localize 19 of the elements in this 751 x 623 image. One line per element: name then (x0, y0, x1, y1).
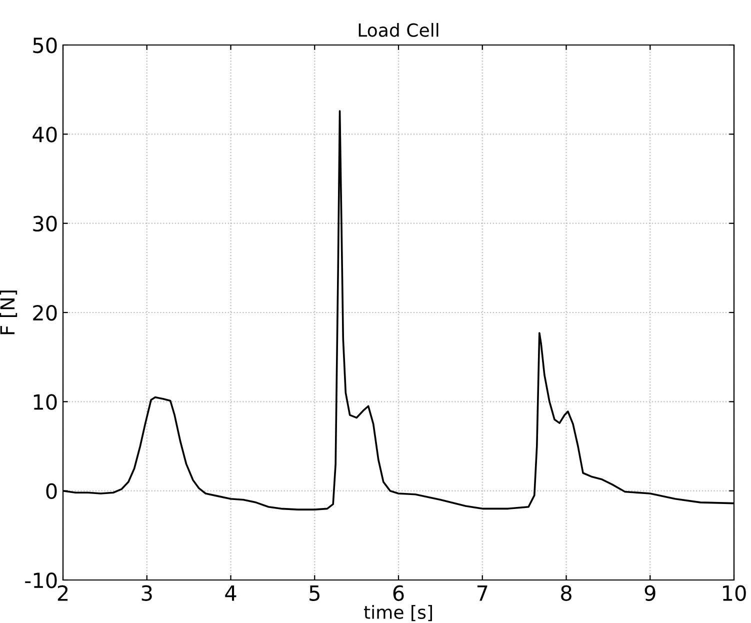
y-axis-title: F [N] (0, 290, 18, 334)
y-tick-label: -10 (25, 572, 57, 588)
y-tick-label: 0 (46, 483, 57, 500)
x-tick-label: 6 (393, 585, 404, 601)
x-tick-label: 2 (58, 585, 68, 601)
x-tick-label: 7 (477, 586, 488, 601)
x-tick-label: 9 (644, 585, 656, 601)
y-tick-label: 10 (34, 394, 57, 410)
y-tick-label: 20 (33, 304, 57, 321)
chart-title: Load Cell (358, 22, 438, 37)
y-tick-label: 50 (33, 37, 57, 54)
x-tick-label: 3 (142, 585, 152, 601)
y-tick-label: 40 (32, 126, 57, 142)
x-tick-label: 10 (723, 585, 746, 601)
x-tick-label: 4 (225, 586, 236, 601)
x-axis-title: time [s] (364, 605, 432, 622)
y-tick-label: 30 (33, 216, 57, 232)
x-tick-label: 8 (561, 585, 572, 601)
x-tick-label: 5 (310, 586, 320, 601)
